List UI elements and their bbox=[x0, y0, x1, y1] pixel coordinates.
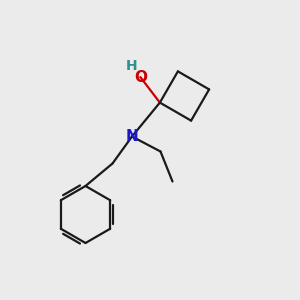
Text: O: O bbox=[134, 70, 147, 85]
Text: N: N bbox=[126, 129, 138, 144]
Text: H: H bbox=[126, 59, 138, 73]
